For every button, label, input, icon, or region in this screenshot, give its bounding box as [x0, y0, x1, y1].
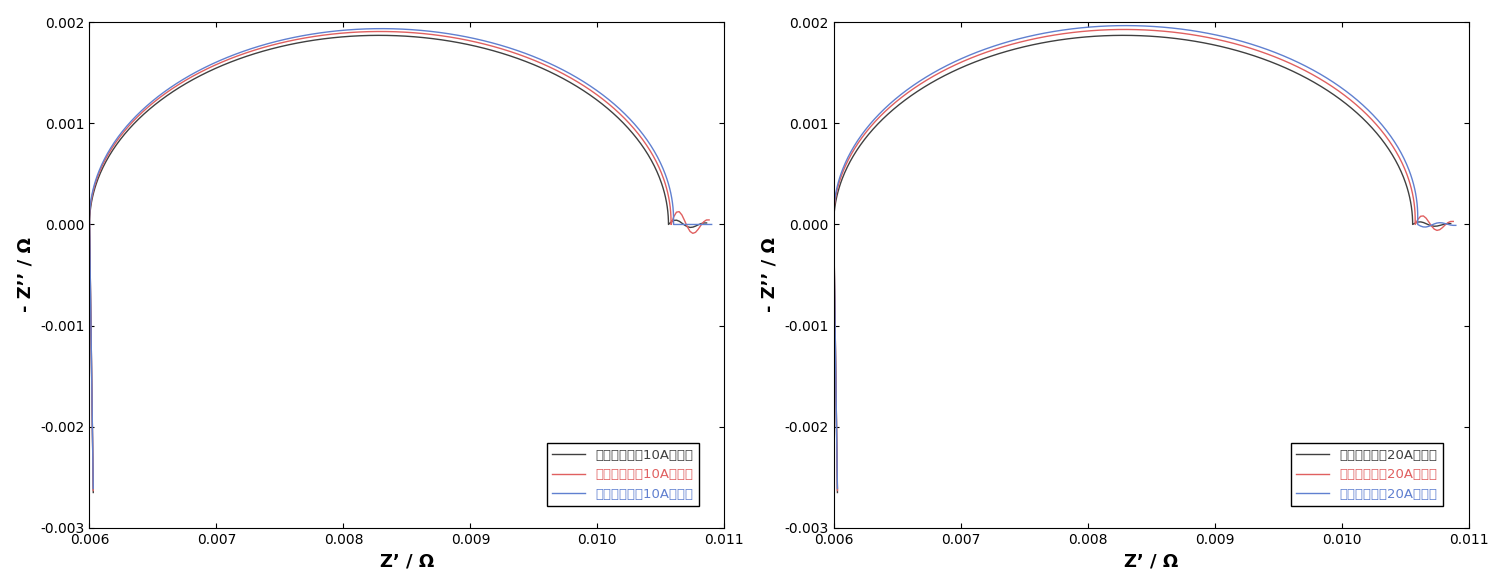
Line: 电化学工作圴10A第一次: 电化学工作圴10A第一次 [89, 35, 706, 492]
电化学工作圴20A第二次 [828, 453, 846, 460]
电化学工作圴10A第一次 [537, 66, 555, 73]
电化学工作圴10A第二次 [438, 33, 456, 40]
电化学工作圴20A第三次 [1391, 148, 1409, 155]
电化学工作圴10A第二次 [700, 217, 718, 224]
电化学工作圴20A第三次 [1285, 57, 1303, 64]
电化学工作圴20A第三次 [1183, 27, 1201, 34]
电化学工作圴20A第一次 [1180, 37, 1198, 44]
电化学工作圴20A第一次 [944, 68, 962, 75]
电化学工作圴20A第三次 [828, 451, 846, 458]
电化学工作圴20A第一次 [1281, 66, 1299, 73]
电化学工作圴10A第三次 [84, 485, 102, 492]
电化学工作圴20A第二次 [1165, 29, 1183, 36]
电化学工作圴20A第三次 [828, 485, 846, 492]
电化学工作圴20A第一次 [1386, 157, 1404, 164]
电化学工作圴10A第一次 [436, 37, 455, 44]
电化学工作圴20A第二次 [1389, 151, 1407, 158]
电化学工作圴20A第一次 [1114, 32, 1132, 39]
电化学工作圴10A第二次 [644, 153, 662, 160]
电化学工作圴10A第二次 [370, 28, 388, 35]
Legend: 电化学工作圴20A第一次, 电化学工作圴20A第二次, 电化学工作圴20A第三次: 电化学工作圴20A第一次, 电化学工作圴20A第二次, 电化学工作圴20A第三次 [1291, 443, 1443, 506]
电化学工作圴20A第一次 [828, 489, 846, 496]
电化学工作圴10A第三次 [647, 151, 665, 158]
Line: 电化学工作圴10A第二次: 电化学工作圴10A第二次 [89, 32, 709, 491]
Y-axis label: - Z’’ / Ω: - Z’’ / Ω [762, 238, 778, 312]
电化学工作圴10A第三次 [703, 221, 721, 228]
X-axis label: Z’ / Ω: Z’ / Ω [379, 552, 433, 571]
Line: 电化学工作圴10A第三次: 电化学工作圴10A第三次 [89, 29, 712, 488]
电化学工作圴20A第三次 [1166, 25, 1184, 32]
电化学工作圴20A第三次 [945, 58, 963, 65]
Legend: 电化学工作圴10A第一次, 电化学工作圴10A第二次, 电化学工作圴10A第三次: 电化学工作圴10A第一次, 电化学工作圴10A第二次, 电化学工作圴10A第三次 [546, 443, 698, 506]
电化学工作圴20A第二次 [1115, 26, 1133, 33]
Line: 电化学工作圴20A第一次: 电化学工作圴20A第一次 [834, 35, 1451, 492]
Y-axis label: - Z’’ / Ω: - Z’’ / Ω [17, 238, 35, 312]
电化学工作圴20A第二次 [1445, 218, 1463, 225]
电化学工作圴10A第三次 [439, 30, 458, 37]
电化学工作圴20A第三次 [1446, 222, 1464, 229]
电化学工作圴10A第三次 [84, 451, 102, 458]
电化学工作圴10A第一次 [369, 32, 387, 39]
Line: 电化学工作圴20A第三次: 电化学工作圴20A第三次 [834, 26, 1455, 488]
电化学工作圴10A第二次 [421, 31, 439, 38]
电化学工作圴10A第一次 [200, 68, 218, 75]
电化学工作圴10A第一次 [643, 157, 661, 164]
电化学工作圴20A第二次 [828, 487, 846, 494]
电化学工作圴10A第三次 [540, 60, 558, 67]
Line: 电化学工作圴20A第二次: 电化学工作圴20A第二次 [834, 29, 1454, 491]
电化学工作圴10A第二次 [84, 453, 102, 460]
电化学工作圴10A第一次 [697, 220, 715, 227]
电化学工作圴10A第一次 [84, 455, 102, 462]
电化学工作圴10A第一次 [84, 489, 102, 496]
X-axis label: Z’ / Ω: Z’ / Ω [1124, 552, 1178, 571]
电化学工作圴20A第一次 [828, 455, 846, 462]
电化学工作圴20A第一次 [1442, 220, 1460, 227]
电化学工作圴10A第三次 [202, 61, 220, 68]
电化学工作圴10A第一次 [420, 35, 438, 42]
电化学工作圴20A第二次 [1181, 31, 1199, 38]
电化学工作圴20A第一次 [1163, 35, 1181, 42]
电化学工作圴10A第二次 [539, 63, 557, 70]
电化学工作圴10A第三次 [423, 28, 441, 35]
电化学工作圴20A第二次 [945, 62, 963, 69]
电化学工作圴10A第二次 [84, 487, 102, 494]
电化学工作圴20A第二次 [1282, 60, 1300, 68]
电化学工作圴10A第三次 [372, 25, 390, 32]
电化学工作圴20A第三次 [1115, 22, 1133, 29]
电化学工作圴10A第二次 [200, 64, 218, 71]
